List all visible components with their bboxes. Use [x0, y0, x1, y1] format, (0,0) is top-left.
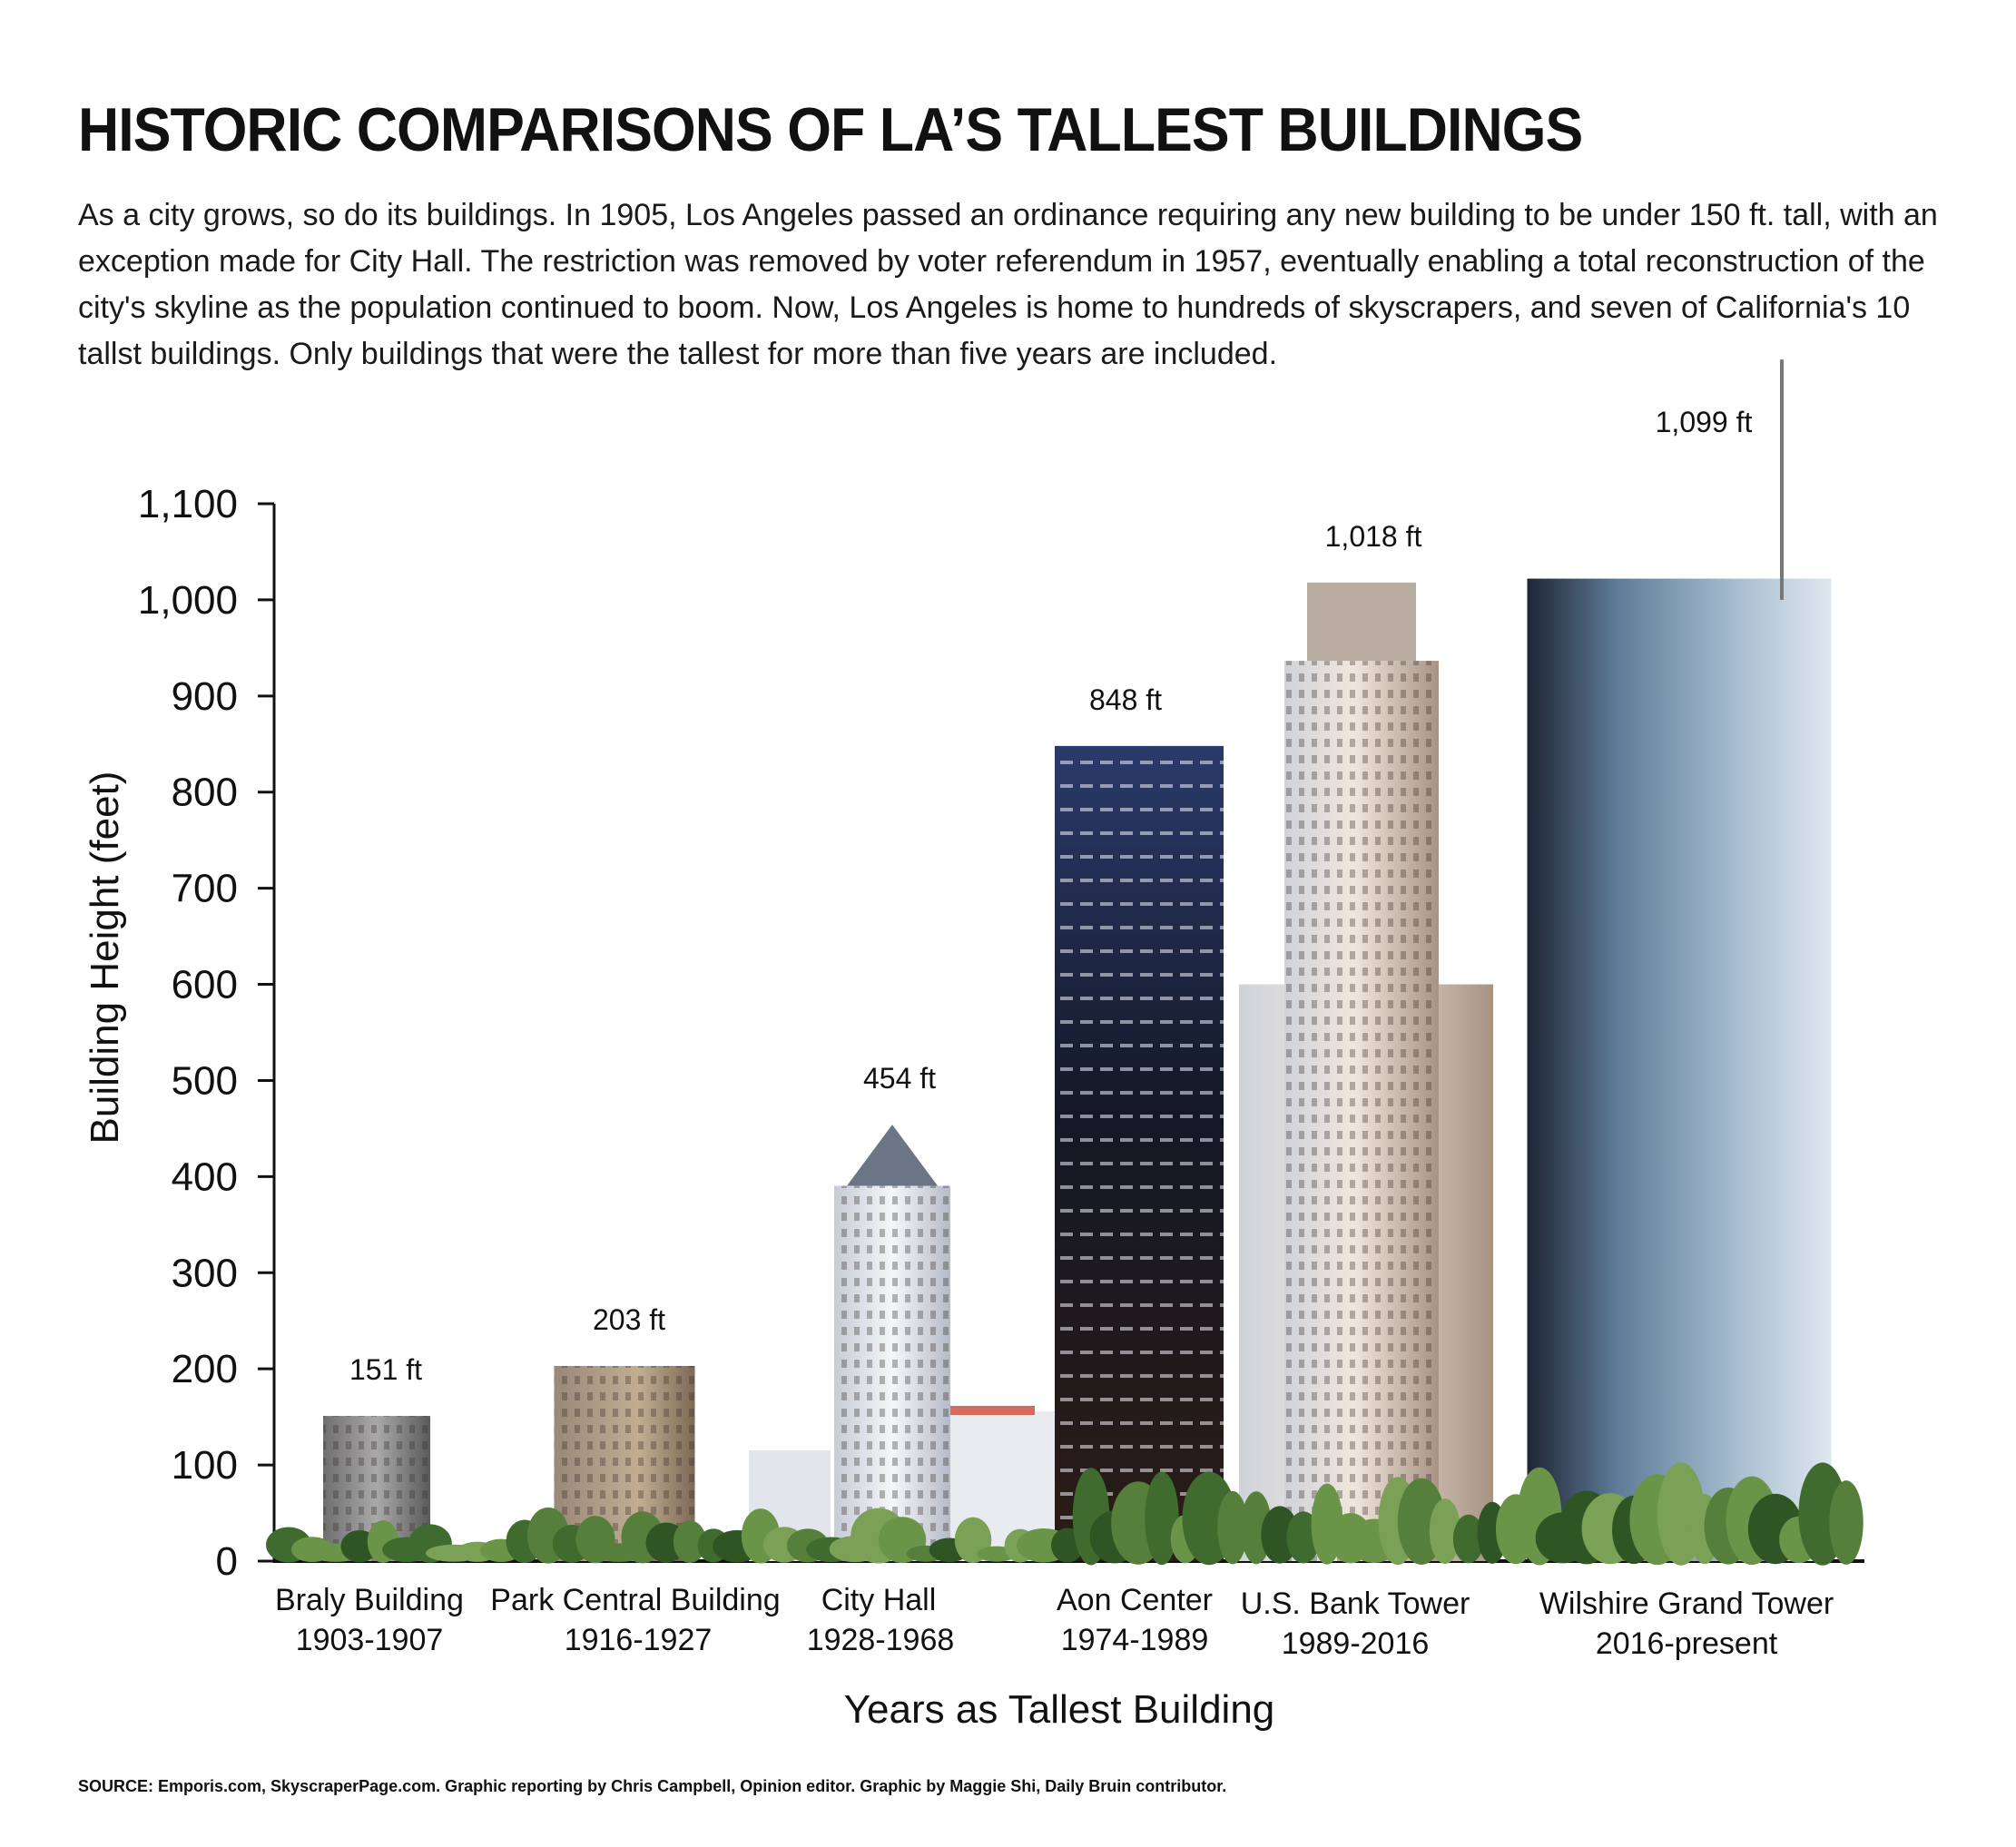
city-hall-right-wing-roof: [935, 1406, 1035, 1415]
tree-line: [266, 1462, 1864, 1566]
value-label-wilshire-grand: 1,099 ft: [1656, 406, 1753, 438]
tree: [673, 1520, 707, 1563]
bar-wilshire-grand-tower: [1527, 359, 1832, 1562]
us-bank-tower-crown: [1307, 582, 1416, 662]
y-tick-label: 200: [172, 1347, 238, 1391]
value-labels: 151 ft 203 ft 454 ft 848 ft 1,018 ft 1,0…: [349, 406, 1753, 1386]
intro-paragraph: As a city grows, so do its buildings. In…: [78, 198, 1938, 371]
chart-title: HISTORIC COMPARISONS OF LA’S TALLEST BUI…: [78, 95, 1583, 164]
tree: [1145, 1471, 1179, 1566]
category-label-aon-center-name: Aon Center: [1057, 1583, 1213, 1617]
y-tick-label: 0: [216, 1539, 238, 1584]
category-label-us-bank-years: 1989-2016: [1282, 1626, 1430, 1661]
bar-aon-center: [1055, 745, 1224, 1561]
y-tick-label: 400: [172, 1154, 238, 1199]
bars: [323, 359, 1832, 1562]
y-tick-label: 300: [172, 1251, 238, 1295]
value-label-park-central: 203 ft: [593, 1303, 665, 1336]
category-label-us-bank-name: U.S. Bank Tower: [1241, 1587, 1470, 1621]
value-label-aon-center: 848 ft: [1089, 683, 1162, 716]
category-label-wilshire-years: 2016-present: [1596, 1626, 1778, 1661]
tree: [1217, 1490, 1248, 1565]
value-label-us-bank-tower: 1,018 ft: [1325, 520, 1422, 553]
category-label-braly-name: Braly Building: [275, 1583, 464, 1617]
y-axis-title: Building Height (feet): [83, 771, 127, 1145]
y-tick-label: 1,000: [138, 578, 238, 623]
category-label-aon-center-years: 1974-1989: [1061, 1623, 1209, 1657]
category-label-wilshire-name: Wilshire Grand Tower: [1539, 1587, 1834, 1621]
value-label-city-hall: 454 ft: [863, 1062, 936, 1095]
source-credit: SOURCE: Emporis.com, SkyscraperPage.com.…: [78, 1777, 1227, 1795]
tree: [1429, 1498, 1461, 1564]
y-tick-label: 800: [172, 771, 238, 815]
category-label-park-central-years: 1916-1927: [565, 1623, 713, 1657]
y-ticks: 0 100 200 300 400 500 600 700 800 900 1,000 1,100: [138, 482, 274, 1584]
category-label-braly-years: 1903-1907: [296, 1623, 444, 1657]
y-tick-label: 900: [172, 674, 238, 719]
category-label-city-hall-name: City Hall: [821, 1583, 937, 1617]
tree: [1452, 1514, 1485, 1564]
bar-wilshire-grand-tower-body: [1527, 578, 1832, 1562]
category-labels: Braly Building 1903-1907 Park Central Bu…: [275, 1583, 1834, 1661]
category-label-park-central-name: Park Central Building: [490, 1583, 780, 1617]
bar-us-bank-tower: [1239, 582, 1493, 1561]
y-tick-label: 100: [172, 1443, 238, 1488]
y-tick-label: 500: [172, 1058, 238, 1103]
bar-city-hall: [749, 1125, 1085, 1561]
y-tick-label: 700: [172, 867, 238, 911]
y-tick-label: 1,100: [138, 482, 238, 526]
tree: [1829, 1480, 1864, 1565]
value-label-braly: 151 ft: [349, 1353, 422, 1386]
y-tick-label: 600: [172, 963, 238, 1007]
category-label-city-hall-years: 1928-1968: [807, 1623, 955, 1657]
city-hall-pyramid-top: [847, 1125, 938, 1186]
x-axis-title: Years as Tallest Building: [844, 1687, 1275, 1732]
